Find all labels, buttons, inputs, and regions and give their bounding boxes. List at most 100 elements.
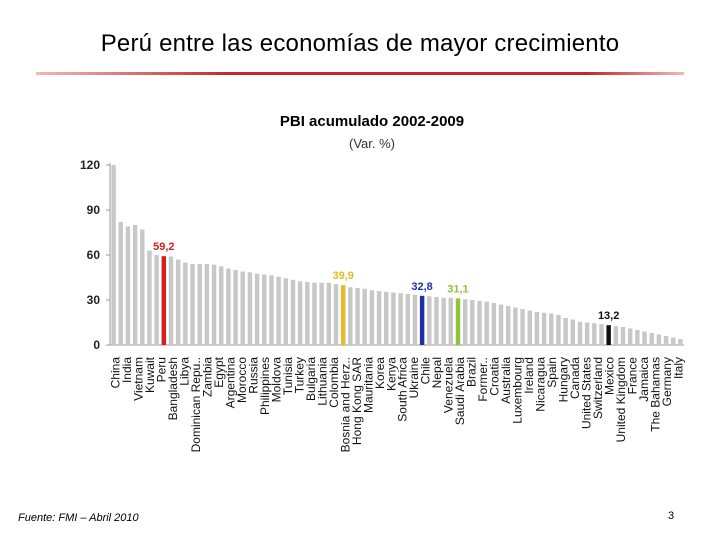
category-label: The Bahamas [648,357,662,432]
category-label: Bulgaria [304,357,318,401]
category-label: Moldova [269,357,283,403]
category-label: Luxembourg [511,357,525,424]
y-tick-label: 0 [93,338,100,352]
category-label: Spain [545,357,559,388]
bar [642,331,647,345]
bar [168,256,174,345]
bar [297,281,303,345]
category-label: Saudi Arabia [453,357,467,425]
highlight-bar [340,285,346,345]
bar [211,264,217,345]
category-label: Croatia [488,357,502,396]
bar [254,273,260,345]
highlight-value-label: 32,8 [411,281,432,293]
bar [226,268,231,345]
category-label: Bosnia and Herz.. [338,357,352,452]
bar [527,310,532,345]
bar [434,297,439,345]
category-label: Mexico [602,357,616,395]
bar [541,312,547,345]
bar [391,292,396,345]
highlight-bar [419,295,425,345]
category-label: Mauritania [361,357,375,413]
bar [111,165,116,345]
category-label: Nepal [430,357,444,388]
bar [398,293,403,345]
bar [333,284,339,345]
category-label: United Kingdom [614,357,628,442]
highlight-value-label: 59,2 [153,241,174,253]
bar [441,297,446,345]
category-label: Egypt [212,356,226,387]
category-label: Venezuela [442,357,456,413]
highlight-value-label: 31,1 [447,283,468,295]
bar [233,270,238,345]
highlight-value-label: 13,2 [598,310,619,322]
bar [240,271,245,345]
highlight-bar [606,325,611,345]
bar [118,222,123,345]
category-label: Germany [660,357,674,406]
bar [620,327,626,345]
bar [204,264,210,345]
category-label: Korea [373,357,387,389]
chart-title: PBI acumulado 2002-2009 [279,113,465,130]
category-label: Argentina [224,357,238,409]
category-label: Tunisia [281,357,295,396]
category-label: Nicaragua [534,357,548,412]
bar [635,330,640,345]
bar [140,229,145,345]
bar [549,313,554,345]
y-tick-label: 120 [80,158,100,172]
bar [183,262,188,345]
bar [355,288,360,345]
bar [570,319,576,345]
bar [190,264,195,345]
bar [376,291,382,345]
y-tick-label: 30 [87,293,101,307]
bar [448,297,454,345]
bar [556,315,561,345]
bar [577,321,583,345]
bar [470,300,475,345]
page-number: 3 [668,510,675,522]
bar [348,287,353,345]
bar [584,322,590,345]
highlight-bar [455,298,461,345]
category-label: Lithuania [315,357,329,406]
bar [477,300,482,345]
y-tick-label: 60 [87,248,101,262]
bar [326,282,332,345]
bar [498,304,504,345]
bar [678,339,683,345]
title-rule [36,72,684,75]
bar [484,301,489,345]
bar [627,328,633,345]
category-label: Vietnam [132,357,146,401]
category-label: Morocco [235,357,249,403]
bar [412,294,418,345]
bar [656,334,662,345]
category-label: Zambia [201,357,215,397]
highlight-value-label: 39,9 [332,270,353,282]
bar [534,312,540,345]
bar [218,266,224,345]
bar [312,282,317,345]
category-label: Russia [247,357,261,394]
bar [405,294,410,345]
bar [505,306,511,345]
highlight-bar [161,256,167,345]
bar [462,299,468,345]
bar [125,226,131,345]
bar [649,333,654,345]
bar [592,323,597,345]
bar [132,225,138,345]
chart-subtitle: (Var. %) [349,136,395,151]
category-label: Turkey [292,357,306,393]
category-label: Dominican Repu.. [189,357,203,452]
bar [520,309,525,345]
bar [599,324,604,345]
bar [362,288,367,345]
category-label: Hong Kong SAR [350,357,364,445]
category-label: Bangladesh [166,357,180,420]
